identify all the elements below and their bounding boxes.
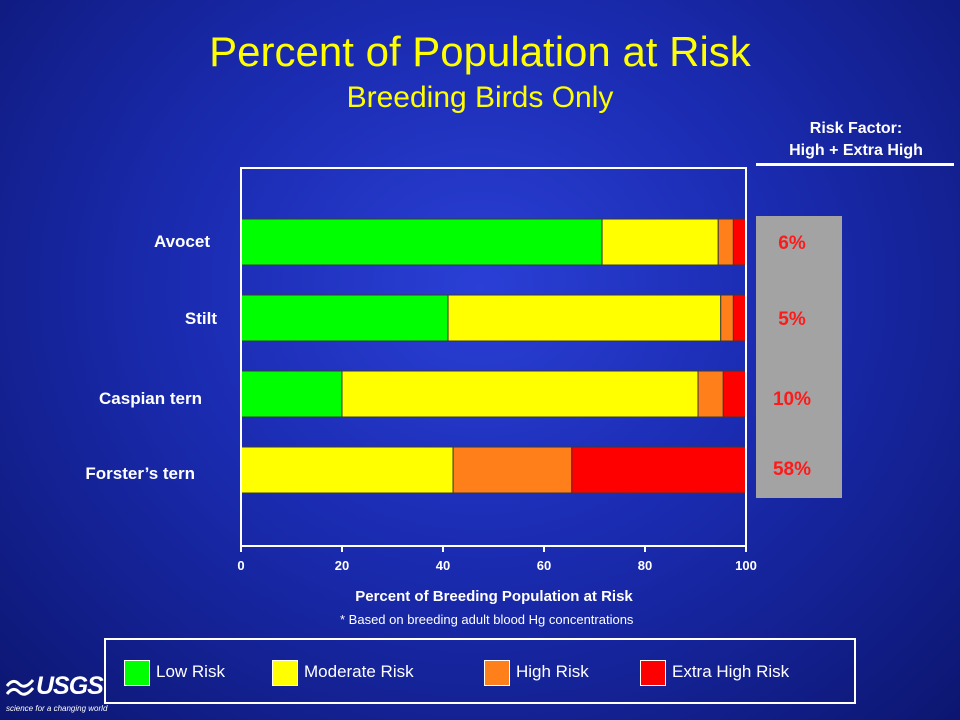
bar-caspian-tern-moderate-risk bbox=[341, 370, 699, 418]
bar-caspian-tern-extra-high-risk bbox=[722, 370, 747, 418]
bar-forster-s-tern-extra-high-risk bbox=[571, 446, 747, 494]
bar-stilt-extra-high-risk bbox=[732, 294, 747, 342]
bar-caspian-tern-high-risk bbox=[697, 370, 724, 418]
bar-caspian-tern-low-risk bbox=[240, 370, 343, 418]
x-tick-label-60: 60 bbox=[537, 558, 551, 573]
bar-forster-s-tern-moderate-risk bbox=[240, 446, 454, 494]
bar-forster-s-tern-high-risk bbox=[452, 446, 573, 494]
stacked-bar-chart bbox=[240, 167, 747, 547]
x-tick-label-40: 40 bbox=[436, 558, 450, 573]
risk-factor-underline bbox=[756, 163, 954, 166]
legend-label-extra-high-risk: Extra High Risk bbox=[672, 662, 790, 681]
bar-avocet-low-risk bbox=[240, 218, 603, 266]
bar-stilt-high-risk bbox=[720, 294, 734, 342]
slide-title: Percent of Population at Risk bbox=[209, 28, 751, 75]
x-tick-label-100: 100 bbox=[735, 558, 757, 573]
risk-factor-header: Risk Factor: High + Extra High bbox=[756, 118, 956, 162]
risk-factor-value-avocet: 6% bbox=[778, 233, 806, 254]
risk-factor-header-line2: High + Extra High bbox=[789, 142, 923, 159]
plot-border bbox=[240, 167, 747, 547]
footnote: * Based on breeding adult blood Hg conce… bbox=[340, 612, 634, 627]
category-label-caspian-tern: Caspian tern bbox=[99, 389, 202, 408]
risk-factor-value-stilt: 5% bbox=[778, 309, 806, 330]
bar-avocet-high-risk bbox=[717, 218, 734, 266]
bar-avocet-extra-high-risk bbox=[732, 218, 747, 266]
legend-swatch-low-risk bbox=[124, 660, 150, 686]
x-tick-label-20: 20 bbox=[335, 558, 349, 573]
category-label-forsters-tern: Forster’s tern bbox=[85, 464, 195, 483]
slide-subtitle: Breeding Birds Only bbox=[346, 81, 614, 114]
usgs-logo-text: USGS bbox=[36, 672, 104, 700]
x-axis-label: Percent of Breeding Population at Risk bbox=[355, 588, 633, 605]
usgs-logo: USGS science for a changing world bbox=[4, 666, 108, 716]
usgs-logo-tagline: science for a changing world bbox=[6, 704, 108, 713]
bar-stilt-low-risk bbox=[240, 294, 449, 342]
bar-stilt-moderate-risk bbox=[447, 294, 722, 342]
usgs-wave-icon bbox=[6, 679, 34, 696]
category-label-stilt: Stilt bbox=[184, 309, 217, 328]
risk-factor-value-forsters-tern: 58% bbox=[772, 459, 812, 480]
bar-avocet-moderate-risk bbox=[601, 218, 719, 266]
category-label-avocet: Avocet bbox=[153, 232, 210, 251]
legend-label-high-risk: High Risk bbox=[516, 662, 589, 681]
legend-swatch-moderate-risk bbox=[272, 660, 298, 686]
legend-label-moderate-risk: Moderate Risk bbox=[304, 662, 414, 681]
legend-swatch-extra-high-risk bbox=[640, 660, 666, 686]
risk-factor-value-caspian-tern: 10% bbox=[772, 389, 812, 410]
risk-factor-header-line1: Risk Factor: bbox=[809, 120, 903, 137]
legend-swatch-high-risk bbox=[484, 660, 510, 686]
risk-factor-panel bbox=[756, 216, 842, 498]
x-axis: 0 20 40 60 80 100 Percent of Breeding Populati… bbox=[237, 546, 757, 605]
legend-label-low-risk: Low Risk bbox=[156, 662, 225, 681]
x-tick-label-0: 0 bbox=[237, 558, 244, 573]
legend: Low Risk Moderate Risk High Risk Extra H… bbox=[104, 638, 856, 704]
x-tick-label-80: 80 bbox=[638, 558, 652, 573]
